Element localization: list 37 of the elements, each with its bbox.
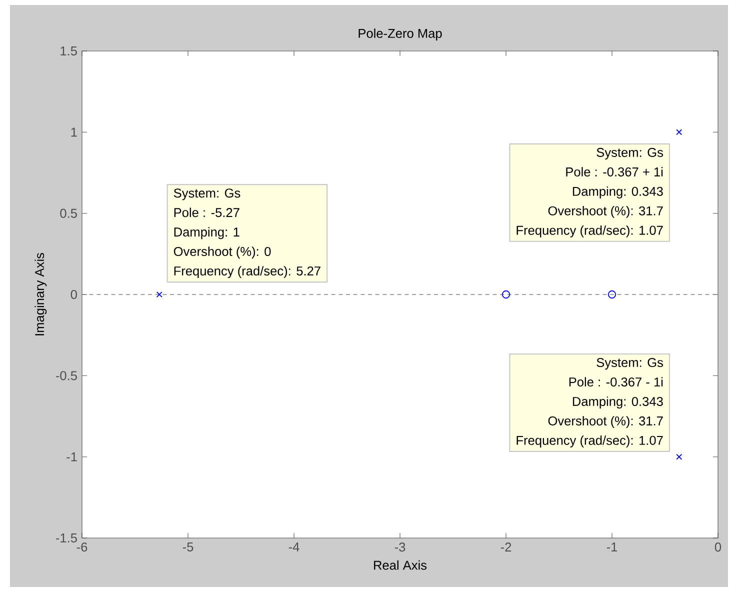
annotation: System: Gs [596,358,663,370]
x-tick-label: 0 [714,542,722,552]
y-tick-label: -1.5 [56,534,77,542]
annotation: Pole : -5.27 [174,208,240,218]
x-tick-label: -3 [394,542,406,552]
y-tick-label: -0.5 [56,371,77,380]
point [676,129,682,136]
x-tick-label: -4 [288,542,300,552]
annotation: System: Gs [596,148,663,160]
x-axis-title: Real Axis [374,560,427,570]
y-tick-label: 0 [70,290,77,300]
point [676,454,682,460]
x-tick-label: -1 [606,542,618,552]
annotation: Overshoot (%): 31.7 [548,206,663,218]
chart-title: Pole-Zero Map [358,28,442,40]
point [608,290,616,299]
x-tick-label: -2 [500,542,512,552]
y-tick-label: 0.5 [60,208,77,218]
y-axis-title: Imaginary Axis [34,253,47,336]
annotation: Damping: 1 [174,227,240,240]
annotation: Damping: 0.343 [572,186,663,198]
annotation: Overshoot (%): 31.7 [548,416,663,428]
y-tick-label: -1 [66,452,77,462]
annotation: System: Gs [174,188,240,200]
point [502,290,510,299]
annotation: Pole : -0.367 - 1i [569,377,663,387]
y-tick-label: 1 [71,128,77,137]
x-tick-label: -5 [182,542,194,552]
annotation: Pole : -0.367 + 1i [566,167,663,176]
annotation: Frequency (rad/sec): 1.07 [516,225,663,238]
annotation: Frequency (rad/sec): 1.07 [516,436,663,448]
y-tick-label: 1.5 [60,46,77,56]
annotation: Damping: 0.343 [572,396,663,409]
point [156,291,162,298]
annotation: Overshoot (%): 0 [174,246,271,259]
annotation: Frequency (rad/sec): 5.27 [174,266,320,278]
x-tick-label: -6 [76,542,88,552]
